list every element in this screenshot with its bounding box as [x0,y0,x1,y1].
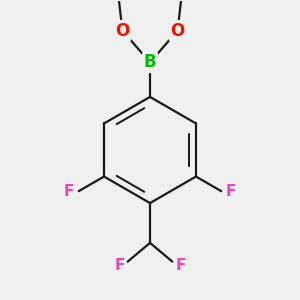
Text: B: B [144,53,156,71]
Text: O: O [170,22,185,40]
Text: F: F [175,258,185,273]
Text: O: O [115,22,130,40]
Text: F: F [115,258,125,273]
Text: F: F [226,184,236,199]
Text: F: F [64,184,74,199]
